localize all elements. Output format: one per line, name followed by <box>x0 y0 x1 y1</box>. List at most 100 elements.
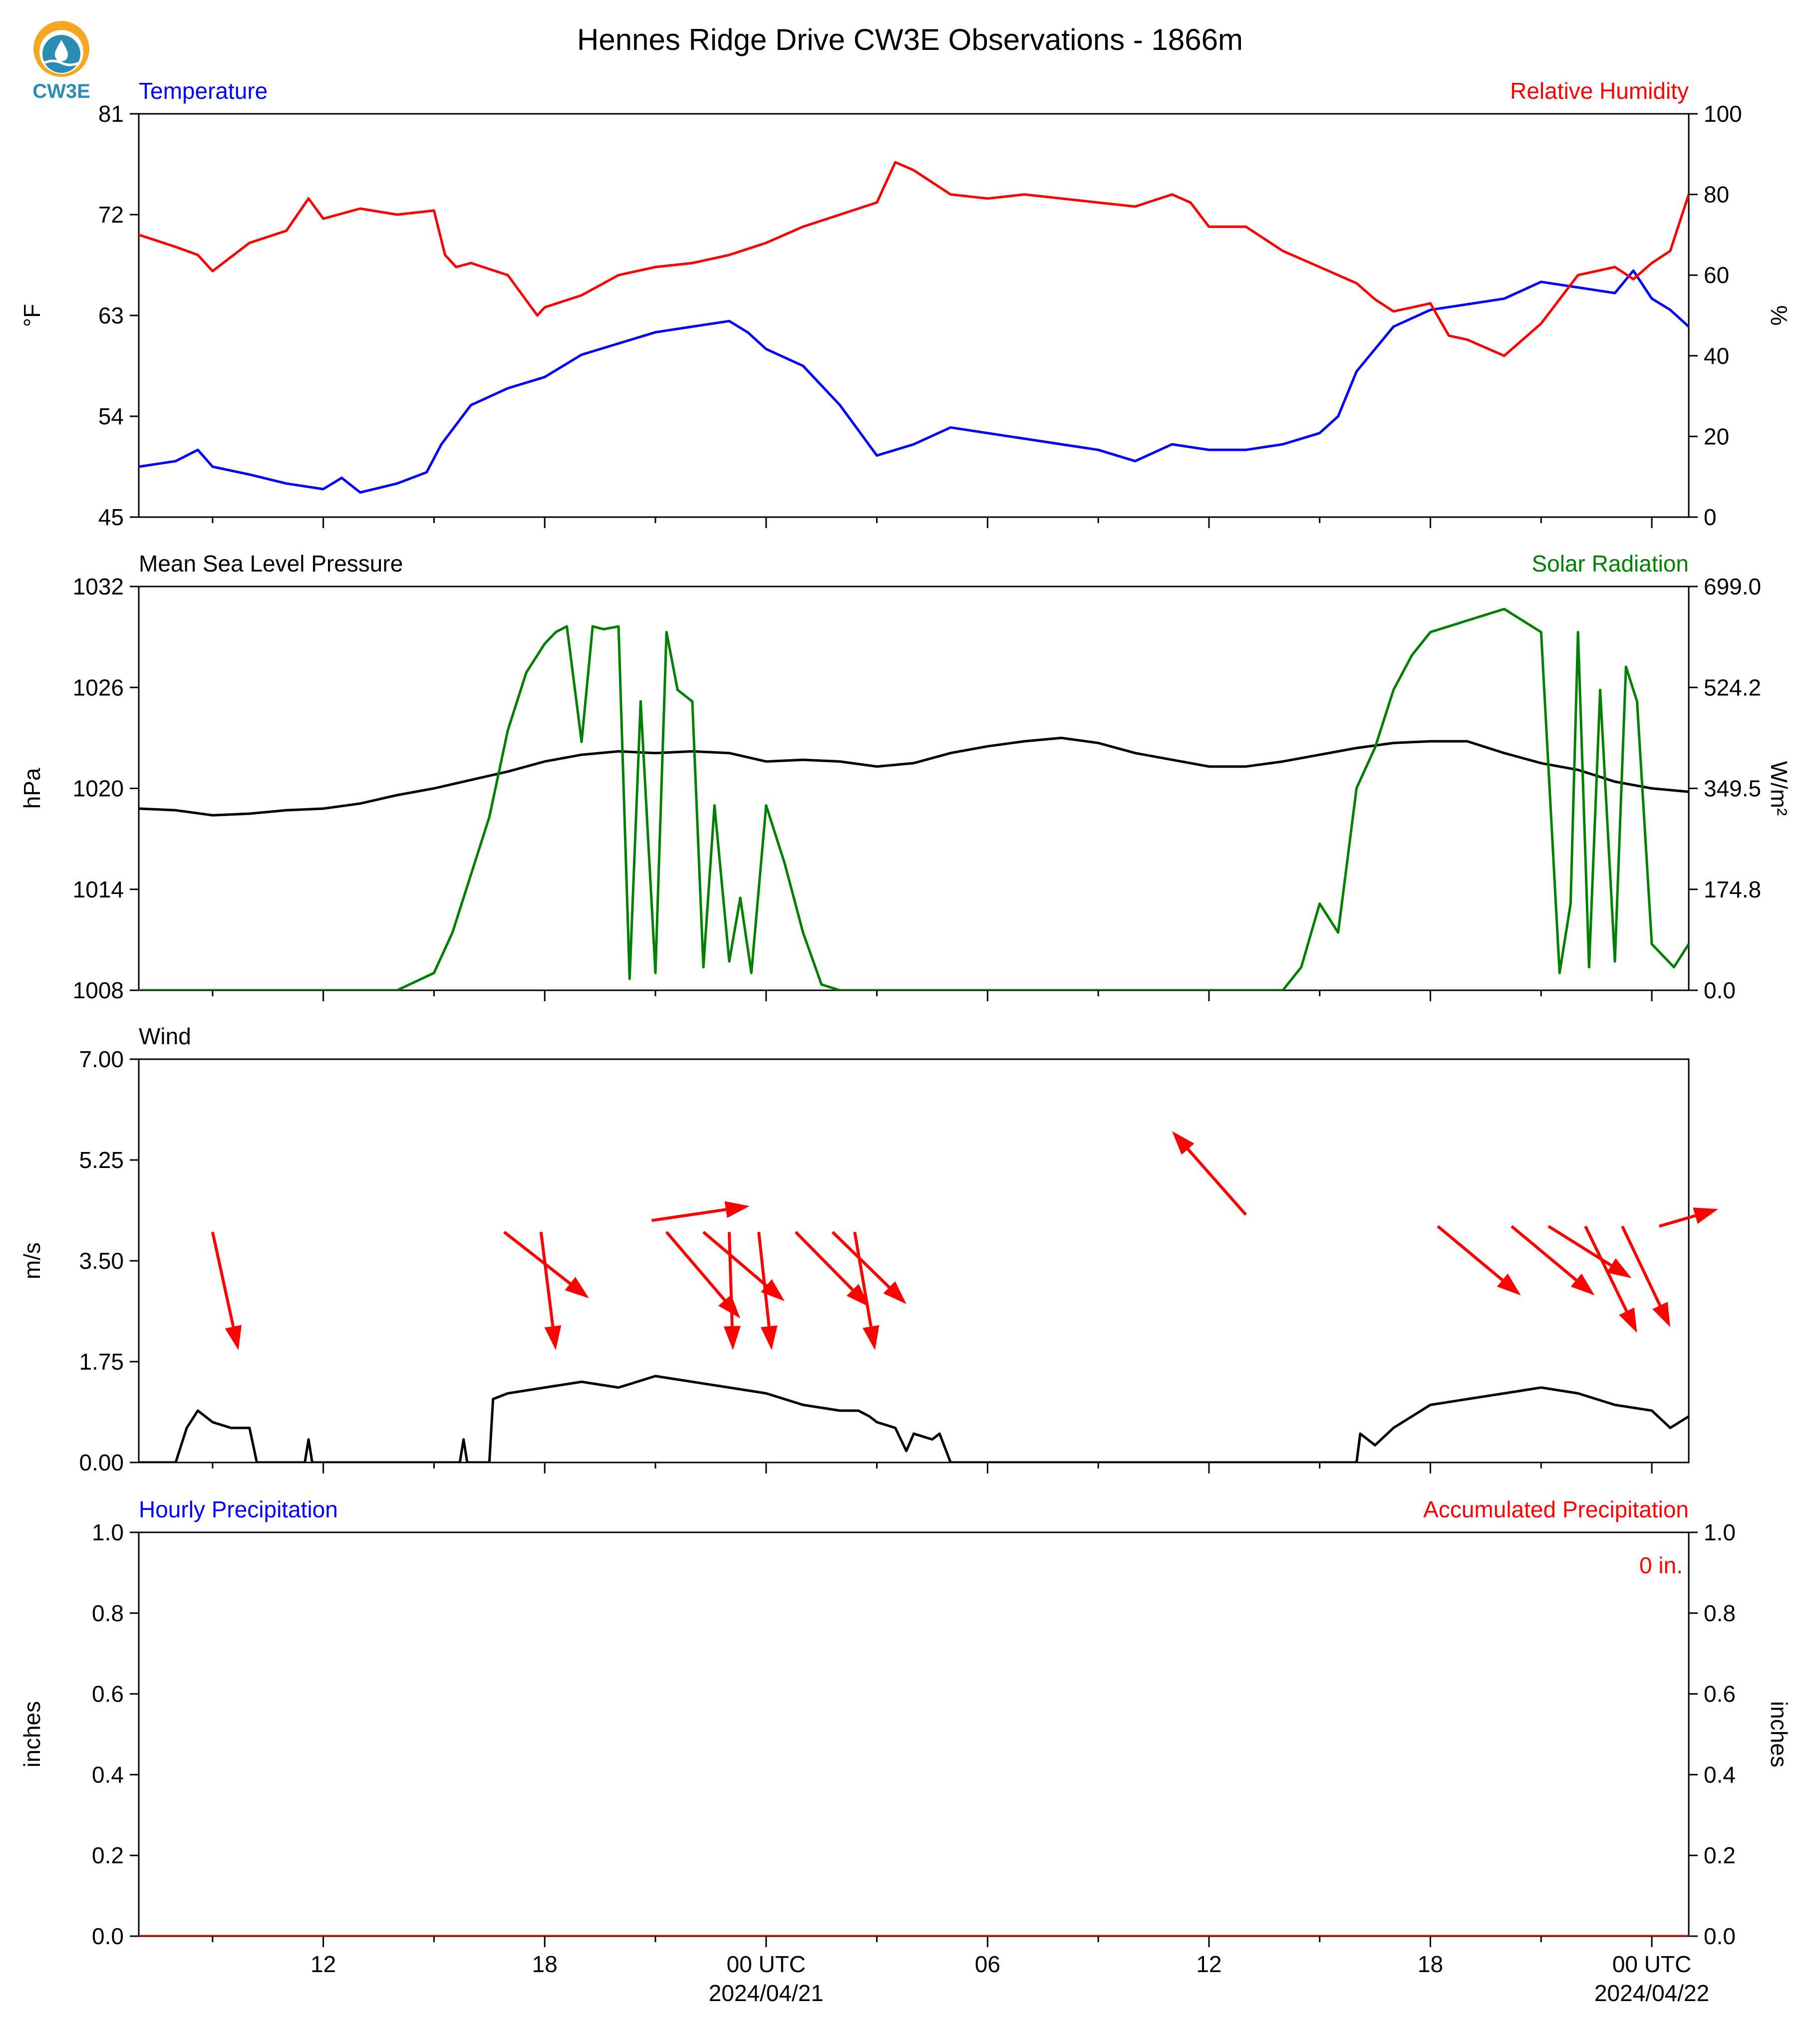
right-y-tick-label: 0.8 <box>1704 1600 1736 1626</box>
left-y-tick-label: 1008 <box>73 977 124 1003</box>
wind-arrow-head <box>1652 1302 1671 1327</box>
wind-arrow-head <box>1606 1258 1632 1278</box>
left-y-tick-label: 1020 <box>73 776 124 802</box>
panel-precipitation: 0.0 0.2 0.4 0.6 0.8 1.0 0.0 0.2 0.4 0.6 0.8 1.0 Hour… <box>19 1496 1792 2006</box>
wind-arrow-shaft <box>853 1231 873 1327</box>
wind-arrow <box>1659 1207 1719 1228</box>
wind-arrow <box>539 1231 562 1350</box>
wind-arrow-shaft <box>665 1231 726 1301</box>
time-tick-label: 06 <box>975 1951 1000 1977</box>
wind-arrow-shaft <box>794 1231 854 1291</box>
left-axis-label: °F <box>19 304 45 327</box>
wind-arrow-head <box>544 1325 562 1350</box>
wind-arrow-shaft <box>1511 1225 1577 1281</box>
wind-arrow-shaft <box>757 1231 771 1327</box>
panel-wind: 0.00 1.75 3.50 5.25 7.00 Wind m/s <box>19 1023 1719 1475</box>
plot-area-frame <box>138 1531 1690 1937</box>
wind-direction-arrows <box>211 1131 1719 1350</box>
right-y-tick-label: 0.2 <box>1704 1842 1736 1868</box>
left-y-tick-label: 1014 <box>73 876 124 902</box>
wind-arrow <box>1172 1131 1247 1216</box>
wind-arrow-shaft <box>702 1231 768 1287</box>
wind-arrow <box>665 1231 741 1319</box>
wind-arrow <box>1584 1225 1637 1333</box>
left-y-tick-label: 7.00 <box>79 1046 124 1072</box>
panel-right-title: Accumulated Precipitation <box>1423 1496 1689 1522</box>
time-tick-label: 18 <box>1418 1951 1443 1977</box>
wind-arrow-head <box>225 1325 242 1350</box>
wind-arrow-shaft <box>211 1231 235 1327</box>
plot-area-frame <box>138 585 1690 991</box>
wind-arrow <box>702 1231 785 1301</box>
series-relative-humidity-line <box>139 161 1689 357</box>
panel-left-title: Mean Sea Level Pressure <box>139 551 403 577</box>
right-y-tick-label: 0.0 <box>1704 977 1736 1003</box>
wind-arrow-head <box>565 1277 589 1299</box>
wind-arrow-head <box>846 1284 870 1307</box>
logo-text: CW3E <box>32 80 90 102</box>
wind-arrow <box>1511 1225 1595 1296</box>
wind-arrow-head <box>1570 1273 1595 1296</box>
left-y-tick-label: 3.50 <box>79 1248 124 1274</box>
time-tick-label: 00 UTC <box>727 1951 806 1977</box>
right-y-tick-label: 0.4 <box>1704 1761 1736 1787</box>
wind-arrow-shaft <box>1659 1214 1696 1228</box>
wind-arrow-head <box>723 1326 741 1350</box>
wind-arrow-head <box>1497 1273 1521 1296</box>
right-axis-label: inches <box>1766 1701 1792 1767</box>
series-solar-radiation-line <box>139 607 1689 990</box>
left-y-tick-label: 0.2 <box>92 1842 124 1868</box>
left-y-tick-label: 0.6 <box>92 1681 124 1707</box>
right-y-tick-label: 699.0 <box>1704 574 1761 599</box>
wind-arrow-head <box>1693 1207 1719 1224</box>
wind-arrow <box>794 1231 870 1307</box>
wind-arrow <box>853 1231 880 1350</box>
left-y-tick-label: 0.0 <box>92 1923 124 1949</box>
wind-arrow-head <box>862 1325 880 1350</box>
wind-arrow-shaft <box>651 1208 726 1222</box>
panel-temperature-humidity: 45 54 63 72 81 0 20 40 60 80 100 Temperature Relativ… <box>19 78 1792 530</box>
left-y-tick-label: 0.4 <box>92 1761 124 1787</box>
panel-pressure-solar: 1008 1014 1020 1026 1032 0.0 174.8 349.5 524.2 69… <box>19 551 1792 1003</box>
time-tick-label: 18 <box>532 1951 558 1977</box>
left-y-tick-label: 1.0 <box>92 1519 124 1545</box>
chart-title: Hennes Ridge Drive CW3E Observations - 1… <box>577 23 1243 56</box>
panel-left-title: Temperature <box>139 78 268 104</box>
wind-arrow <box>211 1231 242 1350</box>
wind-arrow-head <box>1619 1307 1637 1333</box>
left-y-tick-label: 81 <box>98 101 124 127</box>
right-y-tick-label: 0.0 <box>1704 1923 1736 1949</box>
left-axis-label: m/s <box>19 1242 45 1279</box>
left-axis-label: hPa <box>19 768 45 809</box>
right-y-tick-label: 20 <box>1704 423 1729 449</box>
left-y-tick-label: 54 <box>98 403 124 429</box>
wind-arrow-head <box>761 1279 785 1301</box>
wind-arrow-head <box>718 1294 741 1319</box>
wind-arrow-shaft <box>503 1230 571 1285</box>
wind-arrow-head <box>724 1201 750 1218</box>
wind-arrow <box>831 1231 907 1304</box>
left-y-tick-label: 1032 <box>73 574 124 599</box>
right-y-tick-label: 0 <box>1704 504 1717 530</box>
right-y-tick-label: 60 <box>1704 262 1729 288</box>
panel-left-title: Hourly Precipitation <box>139 1496 338 1522</box>
left-y-tick-label: 63 <box>98 302 124 328</box>
wind-arrow-head <box>760 1325 778 1350</box>
wind-arrow <box>503 1230 589 1299</box>
wind-arrow <box>1437 1225 1521 1296</box>
left-y-tick-label: 5.25 <box>79 1147 124 1173</box>
wind-arrow-head <box>883 1281 907 1304</box>
left-y-tick-label: 0.8 <box>92 1600 124 1626</box>
wind-arrow <box>1621 1225 1671 1327</box>
wind-arrow <box>723 1232 741 1350</box>
time-tick-label: 12 <box>1196 1951 1221 1977</box>
right-y-tick-label: 349.5 <box>1704 776 1761 802</box>
accumulated-precip-annotation: 0 in. <box>1639 1552 1683 1578</box>
time-tick-label: 00 UTC <box>1612 1951 1691 1977</box>
right-axis-label: W/m² <box>1766 761 1792 816</box>
right-y-tick-label: 40 <box>1704 343 1729 369</box>
panel-left-title: Wind <box>139 1023 191 1049</box>
wind-arrow-shaft <box>539 1231 555 1327</box>
right-y-tick-label: 174.8 <box>1704 876 1761 902</box>
